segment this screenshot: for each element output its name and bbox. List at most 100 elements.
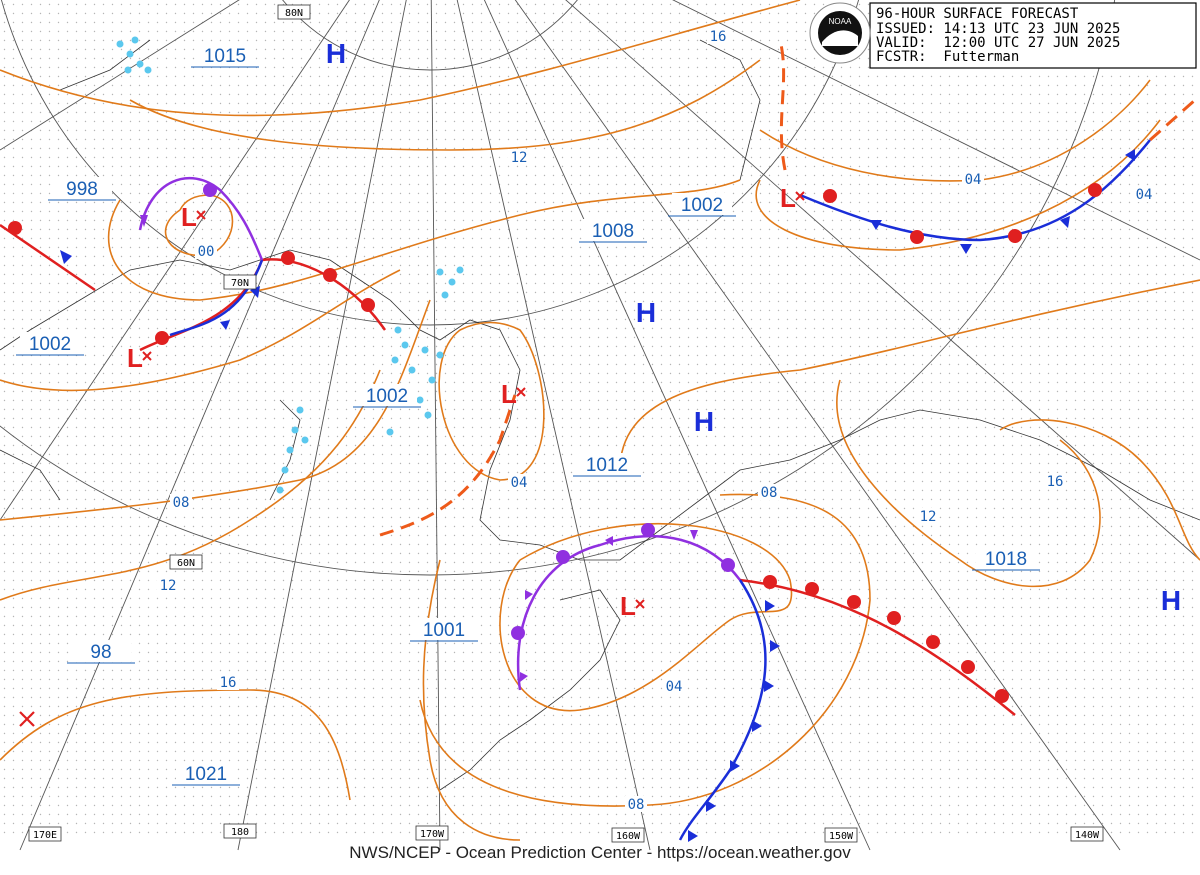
isobar-label: 08 (761, 485, 778, 501)
meridian (456, 0, 651, 851)
pressure-label-bg (195, 44, 255, 66)
pressure-label-bg (672, 193, 732, 215)
pressure-label: 1018 (985, 549, 1027, 570)
low-center: L (620, 591, 636, 621)
grid-label-box (415, 825, 449, 841)
pressure-label-bg (176, 762, 236, 784)
meridian (0, 0, 350, 521)
meridian (0, 0, 240, 151)
warm-front (0, 223, 96, 292)
isobar-label: 00 (198, 244, 215, 260)
isobar-label: 04 (666, 679, 683, 695)
isobar-label: 16 (220, 675, 237, 691)
precipitation (116, 36, 464, 494)
fronts (0, 39, 1196, 842)
grid-label-box (223, 274, 257, 290)
low-x (635, 599, 645, 609)
grid-label: 140W (1075, 830, 1100, 841)
isobar (619, 279, 1200, 471)
isobar (836, 379, 1101, 588)
grid-label-box (824, 827, 858, 843)
pressure-label: 1001 (423, 620, 465, 641)
pressure-label-bg (357, 384, 417, 406)
coastlines (0, 39, 1200, 791)
pressure-label-bg (52, 177, 112, 199)
graticule (0, 0, 1200, 851)
isobar (419, 493, 871, 807)
grid-label: 170W (420, 829, 445, 840)
header-line: FCSTR: Futterman (876, 49, 1019, 65)
isobar-label-bg (917, 508, 939, 524)
isobar-label-bg (170, 494, 192, 510)
high-center: H (636, 297, 656, 328)
grid-label-box (169, 554, 203, 570)
coastline (0, 399, 301, 501)
pressure-label: 1002 (29, 334, 71, 355)
header-line: 96-HOUR SURFACE FORECAST (876, 6, 1079, 22)
cold-front (678, 579, 767, 841)
meridian (565, 0, 1200, 561)
coastline (699, 39, 761, 181)
pressure-label: 98 (90, 642, 111, 663)
pressure-label-bg (577, 453, 637, 475)
isobar-label: 04 (511, 475, 528, 491)
header-frame (869, 2, 1197, 69)
grid-label: 160W (616, 831, 641, 842)
isobar-label-bg (707, 28, 729, 44)
meridian (514, 0, 1121, 851)
isobar-label-bg (625, 796, 647, 812)
isobar-label: 08 (173, 495, 190, 511)
logo-bird (822, 30, 858, 46)
isobar-label: 12 (511, 150, 528, 166)
low-x (795, 191, 805, 201)
isobar-label-bg (1044, 473, 1066, 489)
pressure-label-bg (20, 332, 80, 354)
isobar (0, 269, 401, 392)
grid-label-box (223, 823, 257, 839)
coastline (439, 589, 621, 791)
isobar-label: 12 (920, 509, 937, 525)
coastline (0, 39, 1200, 561)
header-line: ISSUED: 14:13 UTC 23 JUN 2025 (876, 21, 1120, 37)
pressure-label: 998 (66, 179, 98, 200)
parallel-60n (0, 0, 1115, 576)
isobar-label: 08 (628, 797, 645, 813)
isobar-label-bg (962, 171, 984, 187)
low-x (196, 210, 206, 220)
grid-label: 70N (231, 278, 249, 289)
logo-text: NOAA (829, 17, 852, 26)
low-x (142, 351, 152, 361)
pressure-label-bg (71, 640, 131, 662)
footer-credit: NWS/NCEP - Ocean Prediction Center - htt… (349, 843, 851, 862)
meridian (483, 0, 871, 851)
isobar-label: 04 (1136, 187, 1153, 203)
isobar (0, 299, 431, 521)
low-center: L (501, 379, 517, 409)
isobars (0, 0, 1200, 841)
grid-label: 170E (33, 830, 57, 841)
grid-label-box (277, 4, 311, 20)
pressure-label: 1012 (586, 455, 628, 476)
header-line: VALID: 12:00 UTC 27 JUN 2025 (876, 35, 1120, 51)
isobar-label-bg (508, 474, 530, 490)
isobar-label-bg (157, 577, 179, 593)
pressure-label: 1021 (185, 764, 227, 785)
isobar-label: 16 (710, 29, 727, 45)
isobar (499, 522, 793, 712)
isobar (999, 419, 1200, 561)
pressure-label: 1002 (366, 386, 408, 407)
isobar (0, 0, 801, 117)
map-grid-background (0, 0, 1200, 840)
pressure-label-bg (583, 219, 643, 241)
pressure-label-bg (976, 547, 1036, 569)
grid-label-box (28, 826, 62, 842)
isobar-label: 16 (1047, 474, 1064, 490)
low-center: L (780, 183, 796, 213)
grid-label: 150W (829, 831, 854, 842)
isobar-label: 04 (965, 172, 982, 188)
meridian (430, 0, 441, 851)
low-x (516, 387, 526, 397)
isobar-label: 12 (160, 578, 177, 594)
isobar (438, 321, 545, 481)
